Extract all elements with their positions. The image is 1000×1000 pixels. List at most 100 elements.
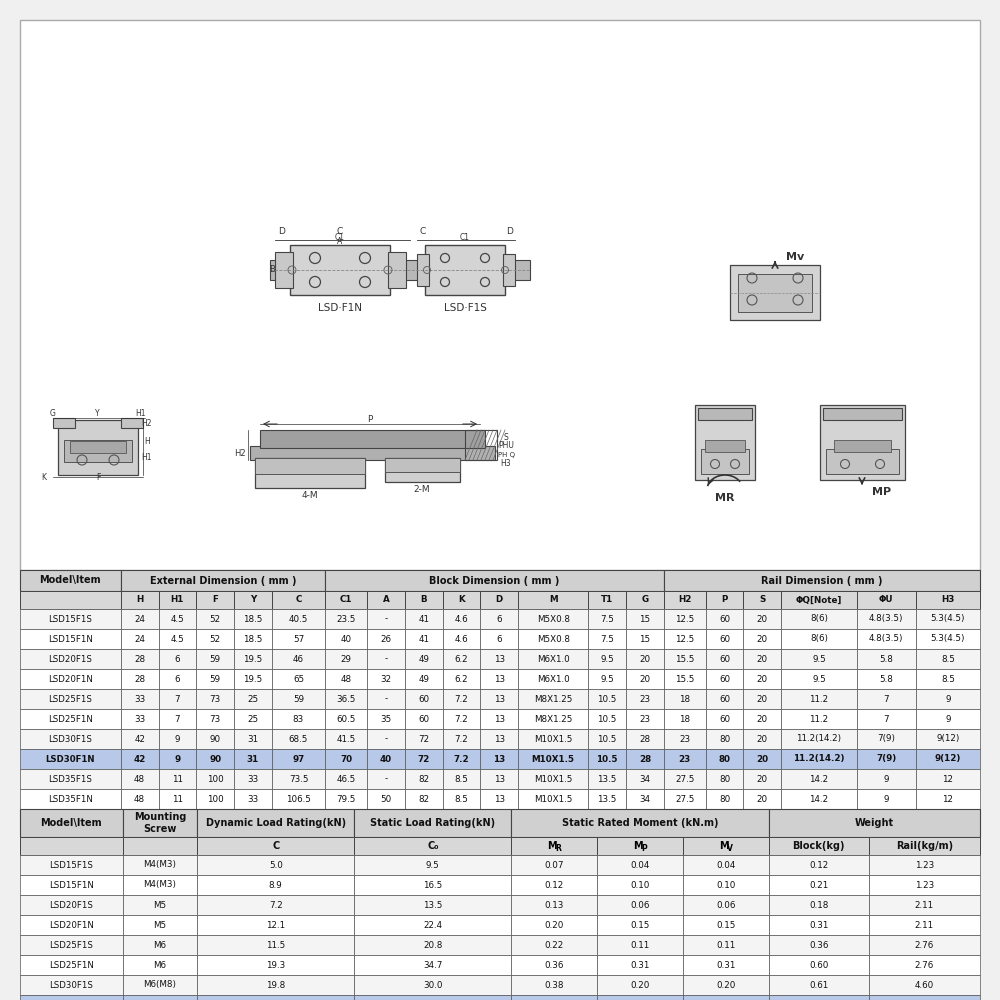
Text: 46.5: 46.5 xyxy=(336,774,356,784)
Bar xyxy=(518,609,588,629)
Bar xyxy=(664,749,706,769)
Bar xyxy=(588,689,626,709)
Bar xyxy=(869,895,980,915)
Bar xyxy=(706,629,743,649)
Text: 0.04: 0.04 xyxy=(630,860,650,869)
Text: LSD15F1S: LSD15F1S xyxy=(49,860,93,869)
Bar xyxy=(196,789,234,809)
Bar xyxy=(20,935,123,955)
Text: 15.5: 15.5 xyxy=(675,654,694,664)
Text: Y: Y xyxy=(250,595,256,604)
Text: LSD20F1N: LSD20F1N xyxy=(49,920,94,930)
Bar xyxy=(869,955,980,975)
Bar xyxy=(20,875,123,895)
Text: K: K xyxy=(458,595,465,604)
Text: H: H xyxy=(136,595,143,604)
Text: 12.1: 12.1 xyxy=(266,920,285,930)
Bar xyxy=(197,855,354,875)
Text: 0.22: 0.22 xyxy=(545,940,564,950)
Bar xyxy=(367,629,405,649)
Bar xyxy=(626,729,664,749)
Bar xyxy=(272,769,325,789)
Text: P: P xyxy=(721,595,728,604)
Text: 6.2: 6.2 xyxy=(455,674,468,684)
Bar xyxy=(916,769,980,789)
Bar xyxy=(706,709,743,729)
Text: 19.3: 19.3 xyxy=(266,960,285,970)
Text: 7.2: 7.2 xyxy=(269,900,283,910)
Text: 60: 60 xyxy=(719,714,730,724)
Bar xyxy=(325,689,367,709)
Text: T1: T1 xyxy=(601,595,613,604)
Text: 82: 82 xyxy=(418,794,429,804)
Text: 9: 9 xyxy=(883,794,889,804)
Text: 48: 48 xyxy=(341,674,352,684)
Text: B: B xyxy=(420,595,427,604)
Bar xyxy=(275,252,293,288)
Text: M6X1.0: M6X1.0 xyxy=(537,654,570,664)
Text: 9.5: 9.5 xyxy=(600,654,614,664)
Bar xyxy=(518,749,588,769)
Bar xyxy=(197,837,354,855)
Text: 11: 11 xyxy=(172,794,183,804)
Bar xyxy=(480,591,518,609)
Text: 2.11: 2.11 xyxy=(915,920,934,930)
Text: 106.5: 106.5 xyxy=(286,794,311,804)
Text: LSD20F1N: LSD20F1N xyxy=(48,674,93,684)
Bar xyxy=(683,935,769,955)
Bar xyxy=(588,749,626,769)
Text: 13: 13 xyxy=(494,714,505,724)
Bar xyxy=(197,975,354,995)
Text: 4.60: 4.60 xyxy=(915,980,934,990)
Bar xyxy=(769,875,869,895)
Text: M5X0.8: M5X0.8 xyxy=(537,635,570,644)
Bar xyxy=(706,729,743,749)
Bar xyxy=(196,689,234,709)
Text: 82: 82 xyxy=(418,774,429,784)
Text: -: - xyxy=(384,654,388,664)
Text: M10X1.5: M10X1.5 xyxy=(534,774,572,784)
Text: 48: 48 xyxy=(134,774,145,784)
Bar xyxy=(518,769,588,789)
Text: M: M xyxy=(547,841,557,851)
Bar xyxy=(588,669,626,689)
Text: 59: 59 xyxy=(293,694,304,704)
Bar xyxy=(511,955,597,975)
Text: 9: 9 xyxy=(945,714,951,724)
Bar xyxy=(769,955,869,975)
Text: M10X1.5: M10X1.5 xyxy=(534,794,572,804)
Bar xyxy=(123,895,197,915)
Text: 9: 9 xyxy=(175,734,180,744)
Text: F: F xyxy=(212,595,218,604)
Bar xyxy=(64,440,132,462)
Text: H3: H3 xyxy=(941,595,955,604)
Text: 0.11: 0.11 xyxy=(716,940,735,950)
Bar xyxy=(272,789,325,809)
Bar xyxy=(250,446,495,460)
Bar xyxy=(706,591,743,609)
Text: 20.8: 20.8 xyxy=(423,940,443,950)
Bar xyxy=(769,975,869,995)
Bar xyxy=(743,749,781,769)
Bar xyxy=(664,609,706,629)
Bar xyxy=(857,709,916,729)
Bar xyxy=(743,669,781,689)
Bar xyxy=(405,709,443,729)
Bar xyxy=(443,591,480,609)
Bar xyxy=(272,749,325,769)
Text: 6: 6 xyxy=(497,635,502,644)
Bar xyxy=(123,975,197,995)
Bar xyxy=(826,449,899,474)
Text: 28: 28 xyxy=(134,674,145,684)
Text: 48: 48 xyxy=(134,794,145,804)
Bar xyxy=(121,689,159,709)
Text: 6: 6 xyxy=(175,654,180,664)
Text: M4(M3): M4(M3) xyxy=(144,880,176,890)
Text: 0.36: 0.36 xyxy=(545,960,564,970)
Text: C1: C1 xyxy=(460,233,470,242)
Text: 34: 34 xyxy=(639,774,650,784)
Text: 52: 52 xyxy=(210,635,221,644)
Bar xyxy=(683,875,769,895)
Bar xyxy=(70,441,126,453)
Text: 52: 52 xyxy=(210,614,221,624)
